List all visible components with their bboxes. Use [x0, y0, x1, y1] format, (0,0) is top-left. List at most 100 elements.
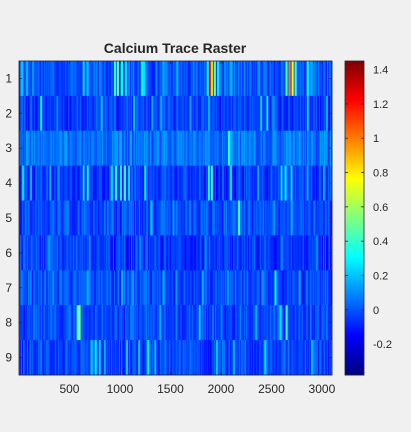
heatmap-cell — [182, 130, 184, 166]
heatmap-cell — [232, 61, 234, 97]
heatmap-cell — [118, 235, 121, 271]
heatmap-cell — [202, 130, 205, 166]
colorbar-segment — [345, 193, 364, 197]
heatmap-cell — [279, 200, 281, 236]
heatmap-cell — [310, 95, 313, 132]
heatmap-cell — [283, 165, 285, 201]
heatmap-cell — [176, 340, 178, 376]
heatmap-cell — [31, 235, 33, 271]
heatmap-cell — [217, 340, 220, 376]
heatmap-cell — [186, 95, 188, 132]
heatmap-cell — [292, 305, 294, 341]
heatmap-cell — [52, 270, 54, 306]
heatmap-cell — [163, 130, 165, 166]
heatmap-cell — [74, 235, 76, 271]
heatmap-cell — [129, 340, 131, 376]
heatmap-cell — [272, 61, 274, 97]
heatmap-cell — [283, 270, 285, 306]
heatmap-cell — [223, 130, 226, 166]
heatmap-cell — [36, 61, 38, 97]
heatmap-cell — [243, 200, 245, 236]
heatmap-cell — [117, 270, 120, 306]
heatmap-cell — [30, 61, 32, 97]
heatmap-cell — [167, 235, 169, 271]
heatmap-cell — [229, 95, 231, 132]
heatmap-cell — [196, 270, 199, 306]
heatmap-cell — [153, 200, 155, 236]
heatmap-cell — [102, 305, 105, 341]
heatmap-cell — [97, 165, 100, 201]
heatmap-cell — [307, 130, 310, 166]
heatmap-cell — [238, 200, 240, 236]
heatmap-cell — [119, 130, 122, 166]
heatmap-cell — [65, 235, 67, 271]
heatmap-cell — [197, 270, 200, 306]
heatmap-cell — [138, 340, 140, 376]
heatmap-cell — [301, 200, 304, 236]
heatmap-cell — [155, 95, 157, 132]
heatmap-cell — [51, 235, 53, 271]
heatmap-cell — [129, 305, 131, 341]
heatmap-cell — [294, 95, 296, 132]
heatmap-cell — [285, 270, 287, 306]
heatmap-cell — [154, 270, 156, 306]
heatmap-cell — [260, 165, 262, 201]
heatmap-cell — [132, 270, 134, 306]
heatmap-cell — [219, 200, 222, 236]
heatmap-cell — [267, 340, 269, 376]
heatmap-cell — [201, 165, 204, 201]
heatmap-cell — [41, 305, 43, 341]
heatmap-cell — [25, 340, 27, 376]
heatmap-cell — [96, 130, 99, 166]
heatmap-cell — [208, 165, 211, 201]
heatmap-cell — [100, 200, 103, 236]
heatmap-cell — [169, 340, 171, 376]
heatmap-cell — [296, 130, 298, 166]
heatmap-cell — [210, 95, 213, 132]
heatmap-cell — [70, 340, 72, 376]
heatmap-cell — [62, 95, 64, 132]
heatmap-cell — [77, 235, 79, 271]
heatmap-cell — [25, 235, 27, 271]
colorbar — [345, 61, 364, 376]
heatmap-cell — [66, 130, 68, 166]
heatmap-cell — [94, 200, 97, 236]
heatmap-cell — [278, 200, 280, 236]
heatmap-cell — [297, 340, 299, 376]
heatmap-cell — [59, 165, 61, 201]
heatmap-cell — [249, 61, 251, 97]
heatmap-cell — [80, 305, 82, 341]
heatmap-cell — [112, 305, 115, 341]
heatmap-cell — [282, 200, 284, 236]
heatmap-cell — [151, 270, 153, 306]
heatmap-cell — [209, 61, 212, 97]
heatmap-cell — [120, 235, 123, 271]
heatmap-cell — [170, 200, 172, 236]
heatmap-cell — [205, 200, 208, 236]
heatmap-cell — [257, 61, 259, 97]
heatmap-cell — [128, 165, 130, 201]
heatmap-cell — [196, 305, 199, 341]
heatmap-cell — [216, 200, 219, 236]
heatmap-cell — [191, 305, 193, 341]
heatmap-cell — [285, 130, 287, 166]
heatmap-cell — [327, 270, 330, 306]
heatmap-cell — [111, 95, 114, 132]
heatmap-cell — [283, 61, 285, 97]
heatmap-cell — [220, 235, 223, 271]
colorbar-segment — [345, 362, 364, 366]
heatmap-cell — [276, 305, 278, 341]
heatmap-cell — [109, 61, 112, 97]
heatmap-cell — [314, 95, 317, 132]
heatmap-cell — [108, 305, 111, 341]
heatmap-cell — [136, 235, 138, 271]
heatmap-cell — [124, 235, 126, 271]
heatmap-cell — [283, 340, 285, 376]
colorbar-segment — [345, 117, 364, 121]
heatmap-cell — [65, 130, 67, 166]
heatmap-cell — [318, 95, 321, 132]
heatmap-cell — [198, 130, 201, 166]
heatmap-cell — [214, 61, 217, 97]
heatmap-cell — [138, 235, 140, 271]
heatmap-cell — [210, 61, 213, 97]
